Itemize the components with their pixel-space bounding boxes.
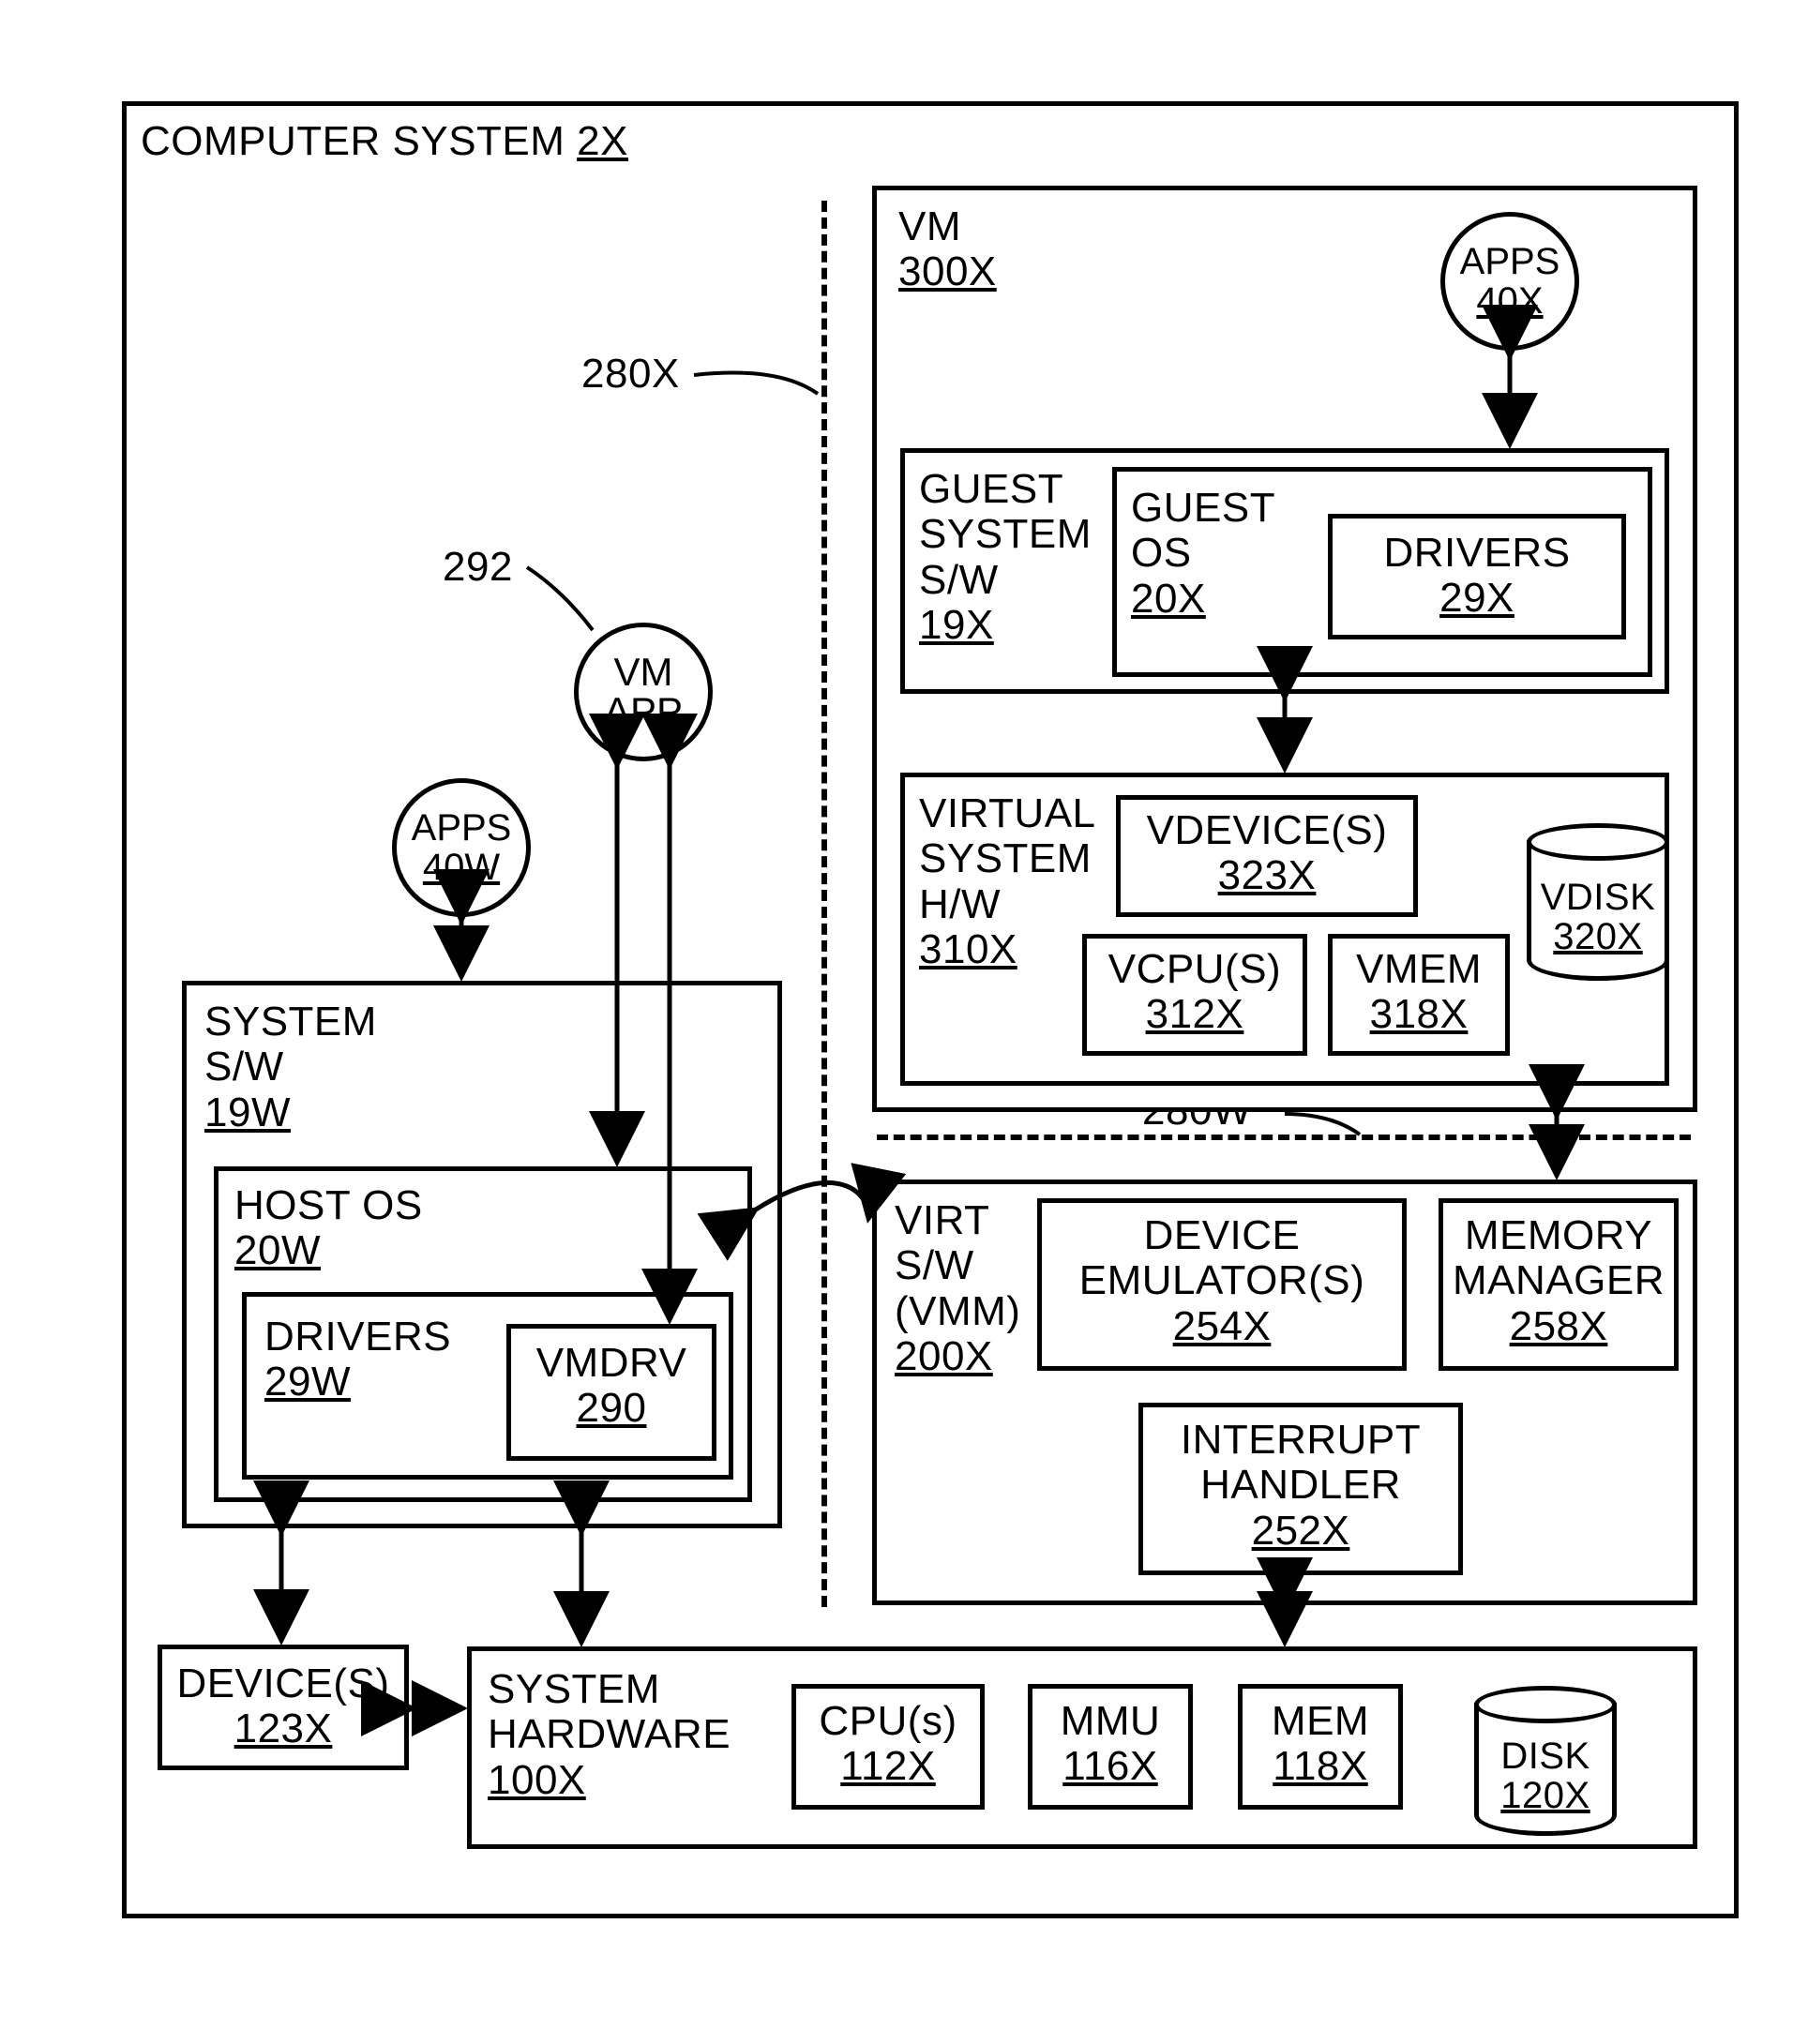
- disk-id: 120X: [1500, 1775, 1590, 1816]
- vmm-t1: VIRT: [895, 1197, 989, 1243]
- guest-sw-id: 19X: [919, 602, 994, 648]
- mem-mgr-t2: MANAGER: [1453, 1257, 1665, 1303]
- dev-emu-title: DEVICE EMULATOR(S) 254X: [1037, 1213, 1407, 1349]
- mem-title: MEM 118X: [1238, 1699, 1403, 1790]
- int-hdlr-title: INTERRUPT HANDLER 252X: [1138, 1418, 1463, 1554]
- devices-title: DEVICE(S) 123X: [158, 1661, 409, 1752]
- vdevices-title: VDEVICE(S) 323X: [1116, 808, 1418, 899]
- divider-vertical: [821, 201, 827, 1607]
- dev-emu-t1: DEVICE: [1144, 1212, 1301, 1258]
- vm-title-id: 300X: [898, 248, 997, 294]
- devices-text: DEVICE(S): [177, 1661, 390, 1706]
- drivers-29w-text: DRIVERS: [264, 1314, 451, 1360]
- drivers-29w-id: 29W: [264, 1359, 351, 1405]
- vmdrv-title: VMDRV 290: [506, 1341, 716, 1432]
- vdisk-title: VDISK 320X: [1527, 878, 1669, 956]
- guest-sw-t1: GUEST: [919, 466, 1063, 512]
- apps-40w-text: APPS: [412, 807, 512, 849]
- vmdrv-text: VMDRV: [536, 1340, 687, 1386]
- guest-sw-t3: S/W: [919, 557, 999, 603]
- vmem-title: VMEM 318X: [1328, 947, 1510, 1038]
- vcpus-text: VCPU(S): [1108, 946, 1281, 992]
- dev-emu-t2: EMULATOR(S): [1079, 1257, 1365, 1303]
- divider-callout: 280X: [581, 351, 680, 398]
- system-sw-t1: SYSTEM: [204, 999, 377, 1045]
- vmm-t2: S/W: [895, 1242, 974, 1288]
- dev-emu-id: 254X: [1173, 1303, 1272, 1349]
- drivers-29x-id: 29X: [1439, 575, 1514, 621]
- devices-id: 123X: [234, 1706, 333, 1751]
- hw-id: 100X: [488, 1757, 586, 1803]
- vmem-id: 318X: [1370, 991, 1469, 1037]
- hw-t2: HARDWARE: [488, 1711, 731, 1757]
- apps-40x: APPS 40X: [1440, 212, 1579, 351]
- vdevices-text: VDEVICE(S): [1147, 807, 1388, 853]
- outer-title: COMPUTER SYSTEM 2X: [141, 118, 628, 165]
- guest-sw-t2: SYSTEM: [919, 511, 1092, 557]
- drivers-29w-title: DRIVERS 29W: [264, 1315, 451, 1405]
- cpu-text: CPU(s): [819, 1698, 957, 1744]
- guest-os-t2: OS: [1131, 530, 1192, 576]
- int-hdlr-t1: INTERRUPT: [1181, 1417, 1421, 1463]
- mem-mgr-id: 258X: [1510, 1303, 1608, 1349]
- cpu-id: 112X: [840, 1743, 936, 1789]
- vcpus-title: VCPU(S) 312X: [1082, 947, 1307, 1038]
- vm-app-l2: APP: [604, 689, 683, 733]
- system-sw-t2: S/W: [204, 1044, 284, 1090]
- vm-app-l1: VM: [613, 650, 672, 694]
- system-sw-title: SYSTEM S/W 19W: [204, 999, 377, 1135]
- int-hdlr-t2: HANDLER: [1200, 1462, 1401, 1508]
- int-hdlr-id: 252X: [1252, 1508, 1350, 1554]
- drivers-29x-text: DRIVERS: [1383, 530, 1570, 576]
- mem-id: 118X: [1273, 1743, 1368, 1789]
- vm-title: VM 300X: [898, 204, 997, 295]
- vm-title-text: VM: [898, 203, 961, 249]
- disk-text: DISK: [1500, 1736, 1590, 1777]
- vmm-id: 200X: [895, 1333, 993, 1379]
- mmu-id: 116X: [1062, 1743, 1158, 1789]
- cpu-title: CPU(s) 112X: [791, 1699, 985, 1790]
- vdevices-id: 323X: [1218, 852, 1317, 898]
- hw-t1: SYSTEM: [488, 1666, 660, 1712]
- hw-title: SYSTEM HARDWARE 100X: [488, 1667, 731, 1803]
- apps-40x-id: 40X: [1476, 280, 1543, 322]
- host-os-id: 20W: [234, 1227, 321, 1273]
- guest-sw-title: GUEST SYSTEM S/W 19X: [919, 467, 1092, 649]
- vhw-t3: H/W: [919, 881, 1001, 927]
- vhw-t2: SYSTEM: [919, 835, 1092, 881]
- mem-mgr-t1: MEMORY: [1465, 1212, 1652, 1258]
- outer-title-text: COMPUTER SYSTEM: [141, 118, 565, 164]
- mem-mgr-title: MEMORY MANAGER 258X: [1439, 1213, 1679, 1349]
- apps-40x-text: APPS: [1460, 241, 1560, 282]
- mem-text: MEM: [1272, 1698, 1369, 1744]
- vcpus-id: 312X: [1146, 991, 1244, 1037]
- drivers-29x-title: DRIVERS 29X: [1328, 531, 1626, 622]
- vm-app-callout: 292: [443, 544, 513, 591]
- apps-40w-id: 40W: [423, 847, 500, 888]
- guest-os-id: 20X: [1131, 576, 1206, 622]
- divider-horizontal: [877, 1135, 1691, 1140]
- mmu-title: MMU 116X: [1028, 1699, 1193, 1790]
- apps-40w: APPS 40W: [392, 778, 531, 917]
- mmu-text: MMU: [1061, 1698, 1161, 1744]
- vmm-t3: (VMM): [895, 1288, 1020, 1334]
- vdisk-id: 320X: [1553, 916, 1642, 957]
- vhw-t1: VIRTUAL: [919, 790, 1096, 836]
- vm-app-circle: VM APP: [574, 623, 713, 761]
- host-os-title: HOST OS 20W: [234, 1183, 423, 1274]
- guest-os-title: GUEST OS 20X: [1131, 486, 1275, 622]
- vmm-title: VIRT S/W (VMM) 200X: [895, 1198, 1020, 1380]
- vmem-text: VMEM: [1356, 946, 1482, 992]
- vdisk-text: VDISK: [1541, 877, 1656, 918]
- disk-title: DISK 120X: [1474, 1736, 1617, 1815]
- vhw-id: 310X: [919, 926, 1017, 972]
- vhw-title: VIRTUAL SYSTEM H/W 310X: [919, 791, 1096, 973]
- system-sw-id: 19W: [204, 1090, 291, 1135]
- outer-title-id: 2X: [577, 118, 628, 164]
- guest-os-t1: GUEST: [1131, 485, 1275, 531]
- host-os-text: HOST OS: [234, 1182, 423, 1228]
- vmdrv-id: 290: [577, 1385, 647, 1431]
